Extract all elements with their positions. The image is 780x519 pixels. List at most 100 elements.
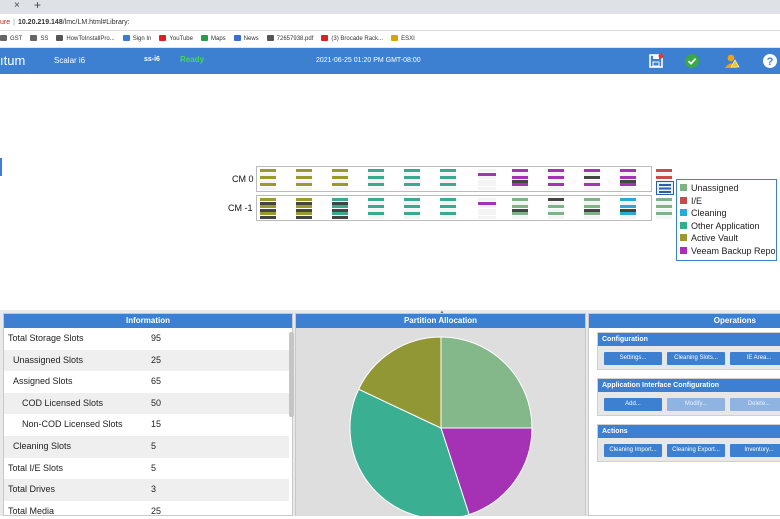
- slot-magazine[interactable]: [583, 168, 601, 190]
- legend-item: Other Application: [680, 220, 773, 233]
- legend-toggle-icon[interactable]: [656, 181, 674, 195]
- bookmark-1[interactable]: SS: [30, 31, 48, 48]
- slot-bar: [478, 201, 496, 205]
- bookmark-2[interactable]: HowToInstallPro...: [56, 31, 115, 48]
- bookmark-3[interactable]: Sign In: [122, 31, 151, 48]
- slot-bar: [404, 176, 420, 180]
- ops-button-cleaning-slots[interactable]: Cleaning Slots...: [667, 352, 725, 365]
- bookmark-label: HowToInstallPro...: [66, 36, 115, 42]
- information-scrollbar[interactable]: [289, 332, 294, 417]
- slot-magazine[interactable]: [619, 168, 637, 190]
- slot-magazine[interactable]: [547, 197, 565, 219]
- info-row: Total Storage Slots 95: [4, 328, 289, 350]
- slot-bar: [584, 216, 600, 219]
- slot-bar: [478, 205, 496, 209]
- bookmark-7[interactable]: 72657938.pdf: [266, 31, 313, 48]
- slot-magazine[interactable]: [477, 168, 497, 190]
- cm-label: CM 0: [232, 174, 254, 184]
- legend-item: Cleaning: [680, 207, 773, 220]
- save-icon[interactable]: [648, 53, 664, 69]
- ops-section-title: Application Interface Configuration: [598, 379, 780, 392]
- info-row: Non-COD Licensed Slots 15: [4, 414, 289, 436]
- slot-magazine[interactable]: [511, 168, 529, 190]
- slot-magazine[interactable]: [295, 168, 313, 190]
- ops-button-ie-area[interactable]: IE Area...: [730, 352, 780, 365]
- slot-magazine[interactable]: [367, 168, 385, 190]
- slot-magazine[interactable]: [477, 197, 497, 219]
- bookmark-5[interactable]: Maps: [200, 31, 226, 48]
- legend-item: Unassigned: [680, 182, 773, 195]
- slot-bar: [548, 208, 564, 212]
- slot-magazine[interactable]: [403, 197, 421, 219]
- slot-bar: [584, 176, 600, 180]
- slot-magazine[interactable]: [331, 197, 349, 219]
- slot-bar: [656, 201, 672, 205]
- slot-magazine[interactable]: [655, 197, 673, 219]
- new-tab-icon[interactable]: +: [34, 0, 42, 12]
- slot-bar: [296, 208, 312, 212]
- checkmark-icon[interactable]: [684, 53, 700, 69]
- info-label: Cleaning Slots: [13, 441, 72, 451]
- slot-bar: [296, 198, 312, 201]
- slot-magazine[interactable]: [583, 197, 601, 219]
- slot-magazine[interactable]: [619, 197, 637, 219]
- slot-bar: [296, 205, 312, 209]
- help-icon[interactable]: ?: [762, 53, 778, 69]
- map-pin-icon: [200, 35, 208, 41]
- slot-bar: [478, 176, 496, 180]
- bookmark-8[interactable]: (3) Brocade Rack...: [321, 31, 383, 48]
- bookmark-6[interactable]: News: [233, 31, 259, 48]
- address-bar[interactable]: ure | 10.20.219.148/lmc/LM.html#Library:: [0, 14, 780, 31]
- slot-magazine[interactable]: [295, 197, 313, 219]
- ops-button-delete[interactable]: Delete...: [730, 398, 780, 411]
- library-name[interactable]: ss-i6: [144, 56, 160, 63]
- bookmark-9[interactable]: ESXI: [391, 31, 415, 48]
- ops-button-cleaning-import[interactable]: Cleaning Import...: [604, 444, 662, 457]
- slot-magazine[interactable]: [367, 197, 385, 219]
- slot-bar: [368, 198, 384, 201]
- slot-magazine[interactable]: [439, 197, 457, 219]
- user-warning-icon[interactable]: [722, 53, 740, 69]
- slot-bar: [548, 216, 564, 219]
- slot-bar: [368, 169, 384, 172]
- slot-bar: [332, 208, 348, 212]
- ops-button-cleaning-export[interactable]: Cleaning Export...: [667, 444, 725, 457]
- pie-slice-veeam-backup-repo[interactable]: [440, 427, 533, 516]
- bookmark-0[interactable]: GST: [0, 31, 22, 48]
- bookmark-label: (3) Brocade Rack...: [331, 36, 384, 42]
- slot-magazine[interactable]: [259, 168, 277, 190]
- slot-magazine[interactable]: [259, 197, 277, 219]
- legend-label: Active Vault: [691, 233, 738, 243]
- ops-button-settings[interactable]: Settings...: [604, 352, 662, 365]
- legend-label: Cleaning: [691, 208, 727, 218]
- ops-button-inventory[interactable]: Inventory...: [730, 444, 780, 457]
- info-row: Total I/E Slots 5: [4, 458, 289, 480]
- not-secure-label[interactable]: ure: [0, 19, 11, 26]
- address-url[interactable]: 10.20.219.148/lmc/LM.html#Library:: [18, 19, 130, 26]
- slot-magazine[interactable]: [511, 197, 529, 219]
- operations-panel: Operations Configuration Settings... Clean…: [588, 313, 780, 516]
- news-icon: [233, 35, 241, 41]
- slot-bar: [440, 208, 456, 212]
- ops-button-add[interactable]: Add...: [604, 398, 662, 411]
- slot-row: [256, 195, 672, 221]
- slot-bar: [332, 205, 348, 209]
- slot-bar: [584, 198, 600, 201]
- slot-magazine[interactable]: [403, 168, 421, 190]
- legend-swatch: [680, 246, 687, 254]
- pie-slice-active-vault[interactable]: [357, 336, 442, 429]
- slot-magazine[interactable]: [331, 168, 349, 190]
- slot-bar: [584, 183, 600, 187]
- slot-bar: [656, 172, 672, 176]
- partition-allocation-panel: Partition Allocation: [295, 313, 586, 519]
- pie-slice-unassigned[interactable]: [440, 336, 533, 429]
- legend-swatch: [680, 209, 687, 216]
- slot-magazine[interactable]: [439, 168, 457, 190]
- slot-magazine[interactable]: [547, 168, 565, 190]
- ops-button-modify[interactable]: Modify...: [667, 398, 725, 411]
- slot-bar: [584, 179, 600, 183]
- bookmark-4[interactable]: YouTube: [159, 31, 193, 48]
- partition-allocation-title: Partition Allocation: [296, 314, 585, 328]
- tab-close-icon[interactable]: ×: [14, 0, 20, 11]
- info-label: Assigned Slots: [13, 376, 73, 387]
